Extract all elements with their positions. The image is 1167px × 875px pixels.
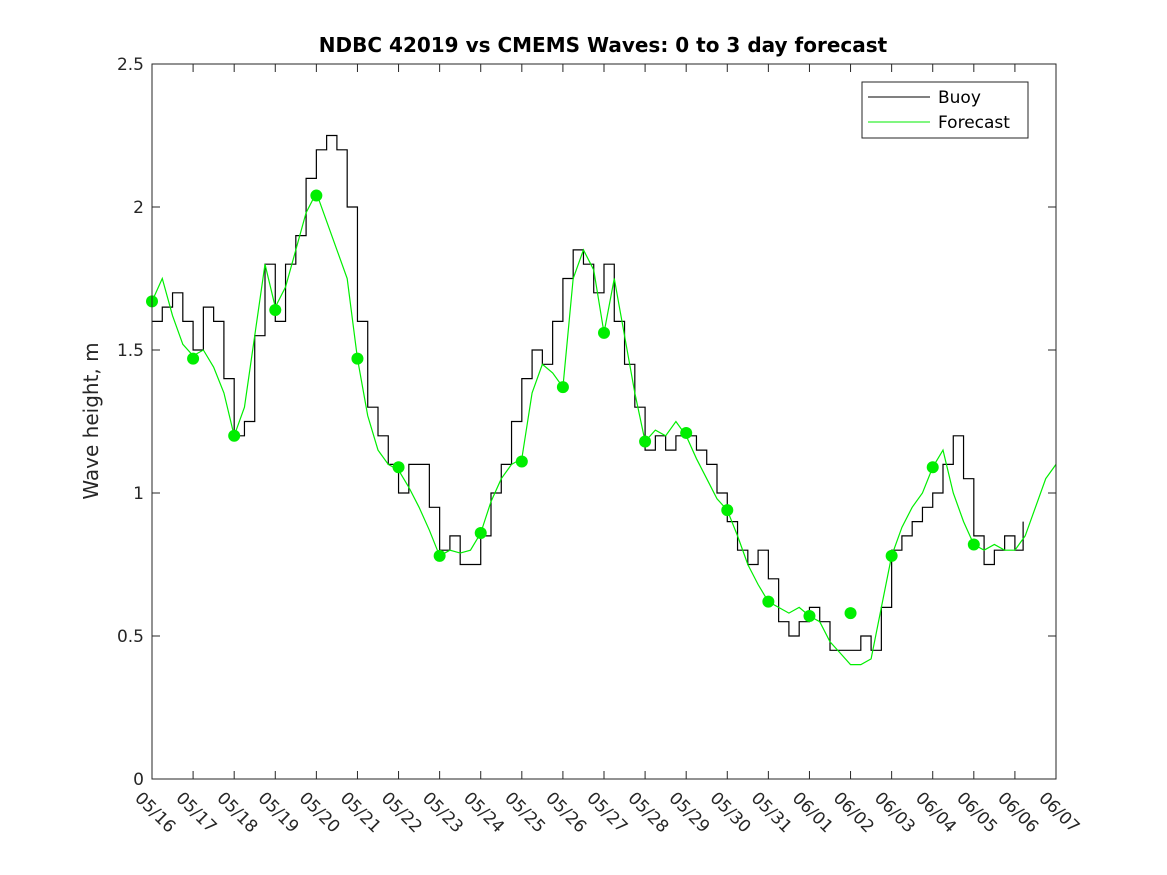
- x-tick-label: 05/17: [172, 788, 221, 837]
- x-tick-label: 06/06: [993, 788, 1042, 837]
- chart-title: NDBC 42019 vs CMEMS Waves: 0 to 3 day fo…: [319, 33, 888, 57]
- x-tick-label: 05/19: [254, 788, 303, 837]
- legend-label-forecast: Forecast: [938, 113, 1010, 133]
- analysis-point: [844, 607, 857, 620]
- x-tick-label: 05/30: [706, 788, 755, 837]
- y-tick-label: 1: [133, 484, 144, 504]
- analysis-point: [351, 352, 364, 365]
- x-tick-label: 05/25: [500, 788, 549, 837]
- analysis-point: [228, 429, 241, 442]
- y-tick-label: 0: [133, 770, 144, 790]
- x-tick-label: 05/18: [213, 788, 262, 837]
- x-tick-label: 05/22: [377, 788, 426, 837]
- y-tick-label: 0.5: [117, 627, 144, 647]
- x-tick-label: 05/21: [336, 788, 385, 837]
- analysis-point: [392, 461, 405, 474]
- analysis-points-layer: [146, 189, 980, 622]
- y-tick-label: 2: [133, 198, 144, 218]
- analysis-point: [721, 504, 734, 517]
- y-tick-label: 2.5: [117, 55, 144, 75]
- analysis-point: [639, 435, 652, 448]
- analysis-point: [926, 461, 939, 474]
- y-axis-label: Wave height, m: [79, 342, 103, 499]
- analysis-point: [885, 549, 898, 562]
- x-tick-label: 05/16: [130, 788, 179, 837]
- x-tick-label: 05/28: [624, 788, 673, 837]
- x-tick-label: 05/27: [582, 788, 631, 837]
- analysis-point: [680, 426, 693, 439]
- analysis-point: [515, 455, 528, 468]
- x-tick-label: 05/26: [541, 788, 590, 837]
- x-tick-label: 05/24: [459, 788, 508, 837]
- analysis-point: [310, 189, 323, 202]
- analysis-point: [269, 303, 282, 316]
- x-tick-label: 06/02: [829, 788, 878, 837]
- x-tick-label: 06/01: [788, 788, 837, 837]
- analysis-point: [556, 381, 569, 394]
- x-tick-label: 06/05: [952, 788, 1001, 837]
- x-tick-label: 06/04: [911, 788, 960, 837]
- analysis-point: [803, 609, 816, 622]
- analysis-point: [433, 549, 446, 562]
- x-tick-label: 06/03: [870, 788, 919, 837]
- x-tick-label: 06/07: [1034, 788, 1083, 837]
- y-axis: 0 0.5 1 1.5 2 2.5: [117, 55, 1056, 790]
- x-tick-label: 05/31: [747, 788, 796, 837]
- analysis-point: [187, 352, 200, 365]
- analysis-point: [762, 595, 775, 608]
- x-tick-label: 05/29: [665, 788, 714, 837]
- x-tick-label: 05/23: [418, 788, 467, 837]
- analysis-point: [967, 538, 980, 551]
- analysis-point: [474, 527, 487, 540]
- analysis-point: [598, 326, 610, 339]
- y-tick-label: 1.5: [117, 341, 144, 361]
- x-tick-label: 05/20: [295, 788, 344, 837]
- legend-box: [861, 81, 1029, 139]
- legend: Buoy Forecast: [861, 81, 1029, 139]
- plot-area: [152, 64, 1056, 779]
- legend-label-buoy: Buoy: [938, 88, 981, 108]
